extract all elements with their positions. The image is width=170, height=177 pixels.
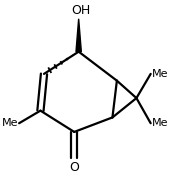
Text: OH: OH (71, 4, 90, 17)
Text: Me: Me (151, 69, 168, 79)
Text: O: O (69, 161, 79, 174)
Polygon shape (76, 19, 81, 52)
Text: Me: Me (2, 118, 18, 128)
Text: Me: Me (151, 118, 168, 128)
